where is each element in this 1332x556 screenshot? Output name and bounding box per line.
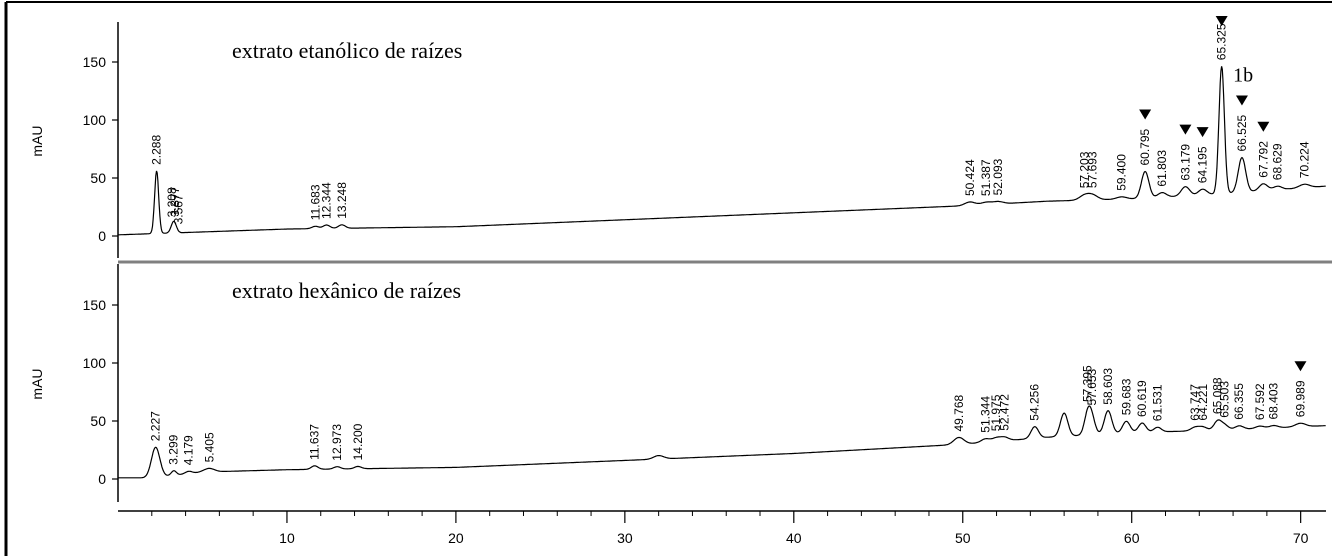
peak-label: 49.768 <box>952 394 966 431</box>
peak-label: 2.227 <box>149 411 163 441</box>
panel-title: extrato etanólico de raízes <box>232 38 462 63</box>
peak-label: 4.179 <box>182 435 196 465</box>
x-tick-label: 30 <box>617 530 633 546</box>
peak-label: 5.405 <box>202 432 216 462</box>
trace-group <box>118 405 1326 479</box>
peak-label: 13.248 <box>335 182 349 219</box>
y-tick-label: 50 <box>90 413 106 429</box>
peak-label: 61.803 <box>1155 150 1169 187</box>
peak-label: 67.592 <box>1253 383 1267 420</box>
peak-label: 68.629 <box>1271 143 1285 180</box>
y-tick-label: 100 <box>83 355 107 371</box>
compound-label-1b: 1b <box>1233 65 1253 87</box>
peak-label: 68.403 <box>1267 382 1281 419</box>
chromatogram-trace <box>118 405 1326 479</box>
peak-label: 3.208 <box>165 187 179 217</box>
peak-label: 60.619 <box>1135 380 1149 417</box>
peak-marker <box>1179 124 1192 135</box>
panel-hexanic: extrato hexânico de raízes mAU 0 50 100 150… <box>29 264 1326 502</box>
peak-marker <box>1215 16 1228 26</box>
peak-label: 63.747 <box>1188 384 1202 421</box>
chromatogram-trace <box>118 66 1326 236</box>
peak-label: 67.792 <box>1256 141 1270 178</box>
peak-label: 59.683 <box>1119 378 1133 415</box>
peak-label: 11.683 <box>308 184 322 220</box>
x-tick-label: 50 <box>955 530 971 546</box>
peak-label: 57.693 <box>1086 151 1100 188</box>
peak-label: 12.973 <box>330 424 344 461</box>
peak-label: 14.200 <box>351 423 365 460</box>
peak-label: 11.637 <box>308 424 322 460</box>
peak-label: 64.195 <box>1196 146 1210 183</box>
peak-markers <box>1294 361 1307 372</box>
peak-marker <box>1235 95 1248 106</box>
peak-labels: 2.227 3.299 4.179 5.405 11.637 12.973 14.200 49… <box>149 365 1308 465</box>
peak-label: 52.093 <box>991 158 1005 195</box>
x-tick-label: 70 <box>1293 530 1309 546</box>
y-axis-label: mAU <box>29 368 45 399</box>
y-tick-label: 0 <box>98 471 106 487</box>
peak-label: 52.472 <box>998 394 1012 431</box>
peak-label: 70.224 <box>1297 141 1311 178</box>
peak-label: 65.088 <box>1211 377 1225 414</box>
x-tick-label: 20 <box>448 530 464 546</box>
peak-label: 57.203 <box>1078 151 1092 188</box>
peak-label: 60.795 <box>1138 128 1152 165</box>
peak-label: 54.256 <box>1028 384 1042 421</box>
peak-marker <box>1257 121 1270 132</box>
peak-label: 3.299 <box>167 434 181 464</box>
peak-label: 65.503 <box>1218 381 1232 418</box>
y-tick-label: 50 <box>90 170 106 186</box>
peak-label: 66.355 <box>1232 383 1246 420</box>
x-tick-label: 60 <box>1124 530 1140 546</box>
peak-label: 51.387 <box>979 159 993 196</box>
peak-marker <box>1196 127 1209 138</box>
peak-marker <box>1139 109 1152 120</box>
peak-label: 57.395 <box>1081 365 1095 402</box>
y-ticks: 0 50 100 150 <box>83 297 118 487</box>
y-tick-label: 100 <box>83 112 107 128</box>
peak-marker <box>1294 361 1307 372</box>
peak-label: 3.377 <box>168 186 182 216</box>
y-axis-label: mAU <box>29 125 45 156</box>
peak-label: 69.989 <box>1294 380 1308 417</box>
peak-label: 64.221 <box>1196 384 1210 421</box>
y-ticks: 0 50 100 150 <box>83 54 118 244</box>
peak-label: 50.424 <box>963 159 977 196</box>
y-tick-label: 150 <box>83 297 107 313</box>
peak-label: 2.288 <box>150 135 164 165</box>
peak-label: 57.653 <box>1085 368 1099 405</box>
peak-label: 63.179 <box>1178 144 1192 181</box>
peak-label: 51.344 <box>979 396 993 433</box>
peak-label: 58.603 <box>1101 368 1115 405</box>
peak-label: 61.531 <box>1151 384 1165 421</box>
peak-label: 3.567 <box>171 194 185 224</box>
x-axis: 10 20 30 40 50 60 70 <box>118 510 1326 546</box>
peak-label: 12.344 <box>320 182 334 219</box>
panel-ethanolic: extrato etanólico de raízes mAU 0 50 100 15… <box>29 16 1326 258</box>
x-tick-label: 40 <box>786 530 802 546</box>
x-tick-label: 10 <box>279 530 295 546</box>
y-tick-label: 150 <box>83 54 107 70</box>
peak-label: 65.325 <box>1215 23 1229 60</box>
trace-group <box>118 66 1326 236</box>
peak-label: 51.975 <box>989 394 1003 431</box>
panel-title: extrato hexânico de raízes <box>232 278 461 303</box>
peak-label: 59.400 <box>1115 154 1129 191</box>
peak-label: 66.525 <box>1235 114 1249 151</box>
peak-markers <box>1139 16 1270 138</box>
y-tick-label: 0 <box>98 228 106 244</box>
